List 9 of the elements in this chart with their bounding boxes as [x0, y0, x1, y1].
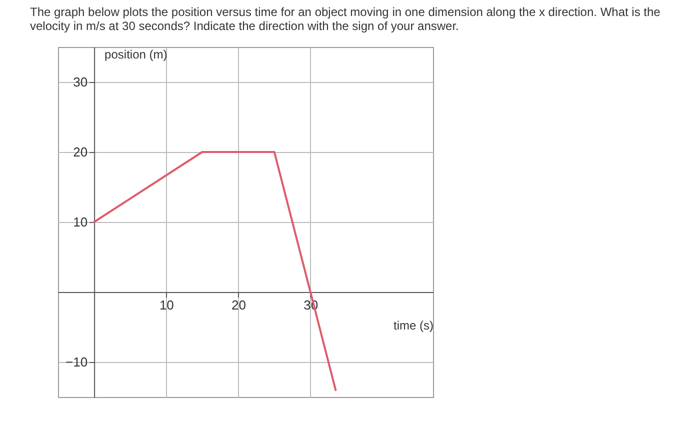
y-tick-label: 30	[73, 74, 88, 90]
y-axis-title: position (m)	[104, 48, 168, 62]
y-tick-label: −10	[65, 354, 88, 370]
x-tick-label: 10	[159, 298, 174, 312]
y-tick-label: 10	[73, 214, 88, 230]
x-axis-title: time (s)	[394, 318, 434, 332]
x-tick-label: 20	[232, 298, 246, 312]
chart-title: The graph below plots the position versus time for an object moving in one dimension along the x direction. What is the velocity in m/s at 30 seconds? Indicate the direction with the sign of your answer.	[30, 5, 661, 33]
y-tick-label: 20	[73, 144, 88, 160]
